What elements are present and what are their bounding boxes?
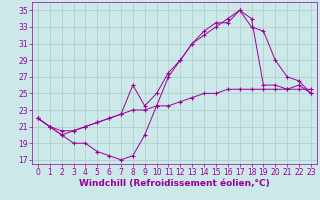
X-axis label: Windchill (Refroidissement éolien,°C): Windchill (Refroidissement éolien,°C) [79, 179, 270, 188]
